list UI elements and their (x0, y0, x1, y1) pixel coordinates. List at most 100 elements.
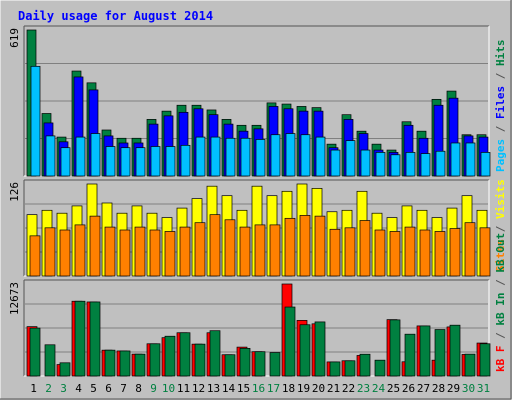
bar-sites-day-8 (134, 226, 146, 277)
bar-sites-day-1 (29, 235, 41, 277)
bar-kb-in-day-15 (239, 347, 251, 377)
x-tick-label-day-26: 26 (402, 382, 415, 395)
x-tick-label-day-4: 4 (75, 382, 82, 395)
bar-pages-day-17 (270, 134, 281, 177)
legend-visits-sites: Sites / Visits (494, 179, 507, 272)
x-tick-label-day-16: 16 (252, 382, 265, 395)
bar-pages-day-2 (45, 135, 56, 177)
bar-pages-day-15 (240, 137, 251, 177)
x-tick-label-day-1: 1 (30, 382, 37, 395)
bar-pages-day-10 (165, 146, 176, 177)
bar-sites-day-30 (464, 222, 476, 277)
bar-sites-day-21 (329, 228, 341, 277)
bar-sites-day-12 (194, 222, 206, 277)
bar-sites-day-19 (299, 215, 311, 277)
x-tick-label-day-22: 22 (342, 382, 355, 395)
bar-sites-day-6 (104, 226, 116, 277)
bar-kb-in-day-17 (269, 352, 281, 377)
bar-sites-day-16 (254, 224, 266, 277)
bar-pages-day-21 (330, 149, 341, 177)
bar-pages-day-4 (75, 136, 86, 177)
x-tick-label-day-29: 29 (447, 382, 460, 395)
bar-pages-day-23 (360, 149, 371, 177)
bar-pages-day-16 (255, 139, 266, 177)
bar-kb-in-day-8 (134, 353, 146, 377)
bar-kb-in-day-12 (194, 343, 206, 377)
bar-pages-day-14 (225, 137, 236, 177)
x-tick-label-day-28: 28 (432, 382, 445, 395)
bar-sites-day-7 (119, 229, 131, 277)
bar-kb-in-day-21 (329, 361, 341, 377)
bar-sites-day-28 (434, 231, 446, 277)
bar-sites-day-29 (449, 228, 461, 277)
x-tick-label-day-20: 20 (312, 382, 325, 395)
bar-kb-in-day-13 (209, 330, 221, 377)
bar-kb-in-day-4 (74, 300, 86, 377)
bar-kb-in-day-5 (89, 301, 101, 377)
bar-kb-in-day-9 (149, 343, 161, 377)
bar-pages-day-30 (465, 142, 476, 177)
bar-kb-in-day-16 (254, 351, 266, 377)
x-tick-label-day-15: 15 (237, 382, 250, 395)
x-tick-label-day-12: 12 (192, 382, 205, 395)
bar-sites-day-26 (404, 226, 416, 277)
bar-pages-day-27 (420, 153, 431, 177)
y-max-label-kbytes: 12673 (8, 282, 21, 315)
bar-sites-day-11 (179, 226, 191, 277)
bar-kb-in-day-27 (419, 325, 431, 377)
bar-sites-day-18 (284, 217, 296, 277)
bar-kb-in-day-26 (404, 333, 416, 377)
chart-title: Daily usage for August 2014 (18, 9, 213, 23)
bar-pages-day-29 (450, 142, 461, 177)
legend-entry: Sites (494, 239, 507, 272)
x-tick-label-day-6: 6 (105, 382, 112, 395)
bar-sites-day-3 (59, 229, 71, 277)
x-tick-label-day-18: 18 (282, 382, 295, 395)
x-tick-label-day-8: 8 (135, 382, 142, 395)
y-max-label-hits-files-pages: 619 (8, 28, 21, 48)
y-max-label-visits-sites: 126 (8, 182, 21, 202)
bar-kb-in-day-19 (299, 324, 311, 377)
x-tick-label-day-2: 2 (45, 382, 52, 395)
bar-pages-day-13 (210, 136, 221, 177)
legend-hits-files-pages: Pages / Files / Hits (494, 40, 507, 173)
bar-kb-in-day-6 (104, 349, 116, 377)
legend-entry: Pages (494, 139, 507, 172)
bar-pages-day-26 (405, 152, 416, 177)
x-tick-label-day-14: 14 (222, 382, 236, 395)
x-tick-label-day-11: 11 (177, 382, 190, 395)
bar-kb-in-day-11 (179, 332, 191, 377)
bar-kb-in-day-29 (449, 324, 461, 377)
bar-kb-in-day-7 (119, 350, 131, 377)
bar-sites-day-15 (239, 226, 251, 277)
x-tick-label-day-21: 21 (327, 382, 340, 395)
x-tick-label-day-17: 17 (267, 382, 280, 395)
bar-sites-day-22 (344, 227, 356, 277)
bar-sites-day-25 (389, 231, 401, 277)
bar-sites-day-9 (149, 229, 161, 277)
bar-kb-in-day-3 (59, 362, 71, 377)
legend-entry: kB F (494, 346, 507, 373)
bar-pages-day-11 (180, 144, 191, 177)
bar-pages-day-31 (480, 152, 491, 177)
x-tick-label-day-5: 5 (90, 382, 97, 395)
bar-pages-day-5 (90, 133, 101, 177)
legend-entry: kB In (494, 293, 507, 326)
bar-kb-in-day-14 (224, 354, 236, 377)
legend-entry: / (494, 219, 507, 239)
bar-sites-day-5 (89, 215, 101, 277)
legend-kbytes: kB F / kB In / kB Out (494, 233, 507, 372)
bar-sites-day-13 (209, 214, 221, 277)
x-tick-label-day-23: 23 (357, 382, 370, 395)
legend-entry: Hits (494, 40, 507, 67)
bar-sites-day-17 (269, 224, 281, 277)
x-tick-label-day-9: 9 (150, 382, 157, 395)
bar-sites-day-14 (224, 219, 236, 277)
x-tick-label-day-27: 27 (417, 382, 430, 395)
x-tick-label-day-30: 30 (462, 382, 475, 395)
bar-pages-day-24 (375, 152, 386, 177)
bar-sites-day-2 (44, 227, 56, 277)
legend-entry: Visits (494, 179, 507, 219)
